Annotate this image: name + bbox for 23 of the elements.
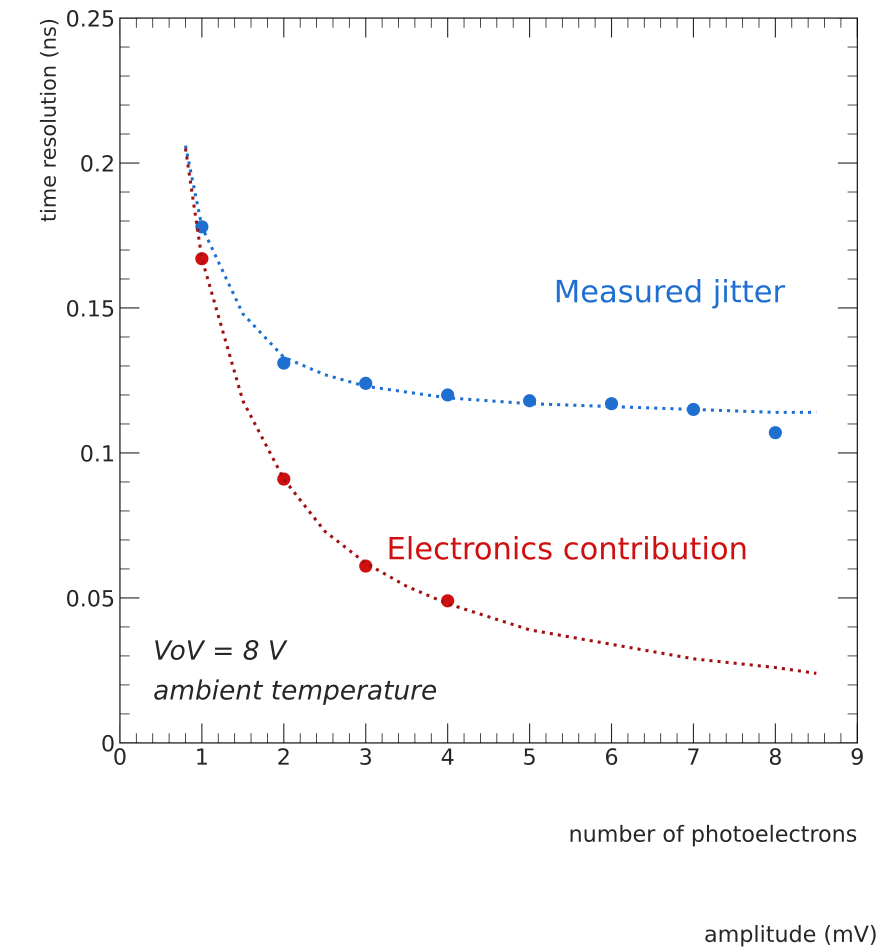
x-tick-label: 0 — [114, 748, 126, 765]
x-tick-label: 4 — [442, 748, 454, 765]
series-label: Electronics contribution — [390, 536, 746, 560]
x-tick-label: 1 — [197, 748, 207, 765]
y-tick-label: 0.2 — [81, 154, 113, 172]
x-tick-label: 3 — [360, 748, 372, 765]
annotation: VoV = 8 V — [155, 640, 288, 660]
text: amplitude (mV) — [705, 924, 876, 947]
annotation: ambient temperature — [154, 679, 436, 705]
x-tick-label: 7 — [688, 748, 699, 765]
x-tick-label: 2 — [278, 748, 289, 765]
y-tick-label: 0.15 — [67, 300, 114, 317]
x-tick-label: 9 — [852, 748, 863, 765]
text: Measured jitter — [556, 278, 786, 309]
y-tick-label: 0 — [102, 734, 114, 752]
y-axis-title: time resolution (ns) — [40, 20, 58, 222]
y-tick-label: 0.05 — [67, 590, 114, 607]
x-tick-label: 8 — [770, 748, 781, 765]
y-tick-label: 0.1 — [81, 444, 114, 462]
y-tick-label: 0.25 — [67, 10, 114, 27]
x-tick-label: 6 — [606, 748, 618, 765]
x-tick-label: 5 — [524, 748, 535, 765]
x-axis-title: number of photoelectrons — [570, 824, 856, 846]
